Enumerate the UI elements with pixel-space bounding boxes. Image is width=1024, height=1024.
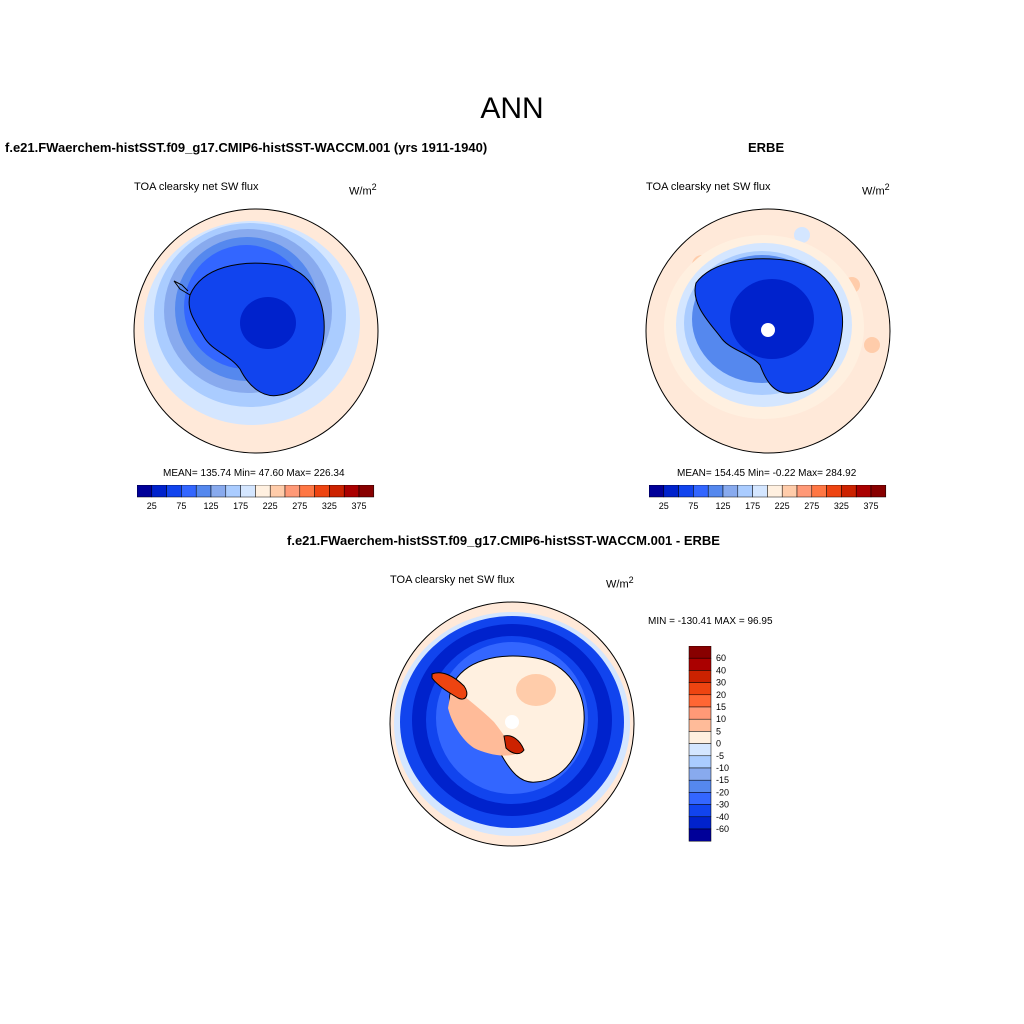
colorbar-swatch bbox=[688, 755, 712, 769]
colorbar-swatch bbox=[688, 779, 712, 793]
colorbar-swatch bbox=[314, 485, 330, 498]
panel3-colorbar: 60 40 30 20 15 10 5 0 -5 -10 -15 -20 -30 -40 -60 bbox=[688, 646, 729, 842]
colorbar-label: 30 bbox=[716, 678, 726, 688]
panel1-stats: MEAN= 135.74 Min= 47.60 Max= 226.34 bbox=[163, 468, 345, 479]
figure-title: ANN bbox=[480, 92, 544, 125]
colorbar-swatch bbox=[688, 816, 712, 830]
panel2-units: W/m2 bbox=[862, 182, 890, 198]
colorbar-label: -5 bbox=[716, 751, 724, 761]
colorbar-label: 275 bbox=[804, 501, 819, 511]
colorbar-swatch bbox=[688, 706, 712, 720]
panel1-colorbar: 25 75 125 175 225 275 325 375 bbox=[137, 485, 375, 511]
colorbar-swatch bbox=[329, 485, 345, 498]
colorbar-swatch bbox=[663, 485, 679, 498]
colorbar-swatch bbox=[343, 485, 360, 498]
colorbar-swatch bbox=[796, 485, 813, 498]
colorbar-swatch bbox=[688, 670, 712, 683]
colorbar-label: -60 bbox=[716, 824, 729, 834]
colorbar-label: 325 bbox=[834, 501, 849, 511]
panel3-map bbox=[389, 601, 635, 847]
colorbar-swatch bbox=[855, 485, 872, 498]
colorbar-label: 325 bbox=[322, 501, 337, 511]
colorbar-label: 25 bbox=[659, 501, 669, 511]
colorbar-label: -30 bbox=[716, 800, 729, 810]
colorbar-label: 75 bbox=[176, 501, 186, 511]
colorbar-label: 20 bbox=[716, 690, 726, 700]
colorbar-label: -40 bbox=[716, 812, 729, 822]
colorbar-swatch bbox=[707, 485, 724, 498]
colorbar-swatch bbox=[299, 485, 315, 498]
panel1-variable: TOA clearsky net SW flux bbox=[134, 181, 259, 193]
colorbar-swatch bbox=[358, 485, 375, 498]
colorbar-swatch bbox=[137, 485, 153, 498]
colorbar-label: 5 bbox=[716, 726, 721, 736]
colorbar-swatch bbox=[722, 485, 739, 498]
panel2-variable: TOA clearsky net SW flux bbox=[646, 181, 771, 193]
colorbar-swatch bbox=[688, 804, 712, 818]
panel3-variable: TOA clearsky net SW flux bbox=[390, 574, 515, 586]
colorbar-label: 375 bbox=[351, 501, 366, 511]
colorbar-label: 10 bbox=[716, 714, 726, 724]
panel2-title: ERBE bbox=[748, 140, 785, 155]
colorbar-label: 15 bbox=[716, 702, 726, 712]
panel3-units: W/m2 bbox=[606, 575, 634, 591]
colorbar-label: 40 bbox=[716, 665, 726, 675]
colorbar-label: 60 bbox=[716, 653, 726, 663]
colorbar-label: 125 bbox=[715, 501, 730, 511]
colorbar-swatch bbox=[210, 485, 227, 498]
colorbar-label: 175 bbox=[233, 501, 248, 511]
panel3-title: f.e21.FWaerchem-histSST.f09_g17.CMIP6-hi… bbox=[287, 533, 720, 548]
colorbar-swatch bbox=[269, 485, 286, 498]
colorbar-swatch bbox=[688, 646, 712, 659]
colorbar-label: -15 bbox=[716, 775, 729, 785]
colorbar-label: 225 bbox=[263, 501, 278, 511]
colorbar-swatch bbox=[826, 485, 842, 498]
colorbar-swatch bbox=[688, 792, 712, 805]
colorbar-label: 75 bbox=[688, 501, 698, 511]
colorbar-swatch bbox=[284, 485, 301, 498]
colorbar-swatch bbox=[688, 682, 712, 696]
colorbar-label: 175 bbox=[745, 501, 760, 511]
colorbar-swatch bbox=[688, 767, 712, 781]
colorbar-swatch bbox=[688, 743, 712, 757]
panel2-stats: MEAN= 154.45 Min= -0.22 Max= 284.92 bbox=[677, 468, 857, 479]
colorbar-swatch bbox=[781, 485, 798, 498]
colorbar-swatch bbox=[688, 828, 712, 842]
colorbar-swatch bbox=[240, 485, 256, 498]
colorbar-swatch bbox=[870, 485, 887, 498]
colorbar-label: 25 bbox=[147, 501, 157, 511]
colorbar-swatch bbox=[225, 485, 241, 498]
panel1-units: W/m2 bbox=[349, 182, 377, 198]
colorbar-swatch bbox=[752, 485, 768, 498]
panel3-stats: MIN = -130.41 MAX = 96.95 bbox=[648, 616, 773, 627]
colorbar-label: -20 bbox=[716, 787, 729, 797]
colorbar-label: 125 bbox=[203, 501, 218, 511]
colorbar-swatch bbox=[841, 485, 857, 498]
colorbar-swatch bbox=[166, 485, 182, 498]
colorbar-swatch bbox=[181, 485, 197, 498]
colorbar-swatch bbox=[688, 718, 712, 732]
colorbar-swatch bbox=[737, 485, 753, 498]
colorbar-label: -10 bbox=[716, 763, 729, 773]
colorbar-label: 225 bbox=[775, 501, 790, 511]
panel1-map bbox=[133, 208, 379, 454]
colorbar-swatch bbox=[688, 694, 712, 708]
colorbar-swatch bbox=[767, 485, 783, 498]
panel2-colorbar: 25 75 125 175 225 275 325 375 bbox=[649, 485, 887, 511]
colorbar-label: 0 bbox=[716, 739, 721, 749]
colorbar-swatch bbox=[688, 731, 712, 744]
colorbar-swatch bbox=[649, 485, 665, 498]
colorbar-label: 375 bbox=[863, 501, 878, 511]
colorbar-swatch bbox=[678, 485, 694, 498]
colorbar-label: 275 bbox=[292, 501, 307, 511]
colorbar-swatch bbox=[151, 485, 167, 498]
colorbar-swatch bbox=[688, 657, 712, 671]
colorbar-swatch bbox=[811, 485, 827, 498]
colorbar-swatch bbox=[693, 485, 709, 498]
colorbar-swatch bbox=[255, 485, 271, 498]
panel1-title: f.e21.FWaerchem-histSST.f09_g17.CMIP6-hi… bbox=[5, 140, 488, 155]
colorbar-swatch bbox=[195, 485, 212, 498]
panel2-map bbox=[645, 208, 891, 454]
